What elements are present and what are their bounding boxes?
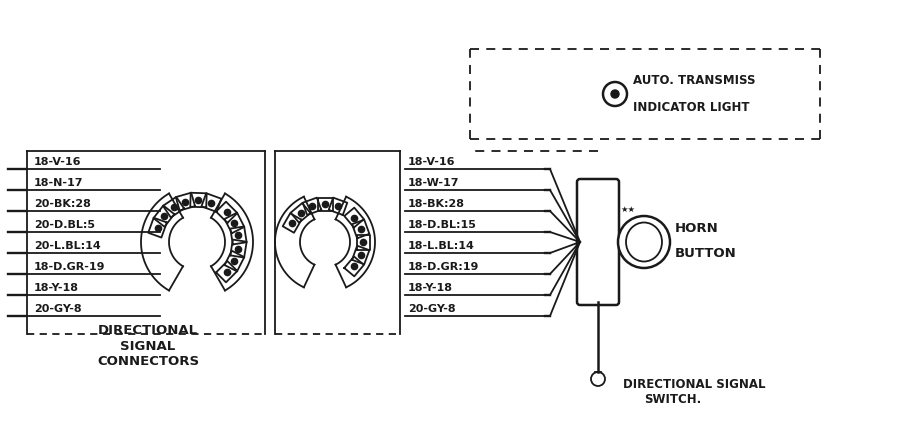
Text: BUTTON: BUTTON (675, 247, 737, 260)
Text: 18-D.GR:19: 18-D.GR:19 (408, 261, 480, 271)
Text: CONNECTORS: CONNECTORS (97, 354, 199, 367)
Text: SWITCH.: SWITCH. (644, 392, 702, 405)
Text: 18-V-16: 18-V-16 (34, 157, 82, 167)
Text: 18-W-17: 18-W-17 (408, 178, 460, 187)
Text: 20-L.BL:14: 20-L.BL:14 (34, 240, 101, 250)
Text: HORN: HORN (675, 221, 719, 234)
Circle shape (611, 91, 619, 99)
Text: 18-L.BL:14: 18-L.BL:14 (408, 240, 475, 250)
Text: 20-GY-8: 20-GY-8 (34, 303, 82, 313)
Text: 18-BK:28: 18-BK:28 (408, 198, 465, 208)
Text: 18-V-16: 18-V-16 (408, 157, 455, 167)
Text: ★★: ★★ (620, 204, 635, 214)
Text: 18-D.BL:15: 18-D.BL:15 (408, 220, 477, 230)
Text: DIRECTIONAL SIGNAL: DIRECTIONAL SIGNAL (623, 377, 766, 390)
Text: 20-D.BL:5: 20-D.BL:5 (34, 220, 95, 230)
Circle shape (618, 217, 670, 268)
Text: 20-BK:28: 20-BK:28 (34, 198, 91, 208)
Text: INDICATOR LIGHT: INDICATOR LIGHT (633, 101, 750, 114)
Text: 18-Y-18: 18-Y-18 (408, 283, 453, 293)
Text: DIRECTIONAL: DIRECTIONAL (98, 323, 198, 336)
Text: AUTO. TRANSMISS: AUTO. TRANSMISS (633, 74, 755, 87)
Text: 20-GY-8: 20-GY-8 (408, 303, 455, 313)
Text: 18-N-17: 18-N-17 (34, 178, 84, 187)
FancyBboxPatch shape (577, 180, 619, 305)
Text: 18-D.GR-19: 18-D.GR-19 (34, 261, 105, 271)
Text: 18-Y-18: 18-Y-18 (34, 283, 79, 293)
Text: SIGNAL: SIGNAL (121, 339, 176, 352)
